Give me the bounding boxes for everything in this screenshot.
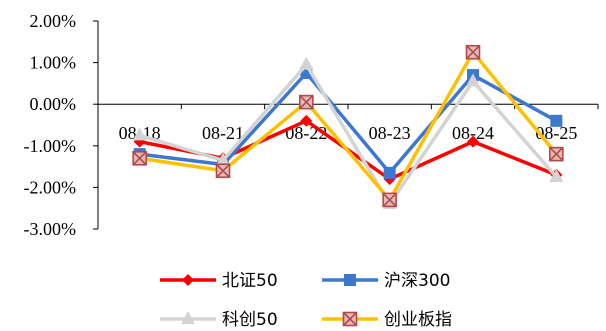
data-point xyxy=(300,114,313,127)
y-tick-label: 1.00% xyxy=(30,53,77,73)
series-4 xyxy=(132,44,564,208)
legend-marker xyxy=(342,311,358,327)
series-line xyxy=(139,62,558,206)
data-point xyxy=(132,150,147,166)
legend-label: 创业板指 xyxy=(384,310,452,330)
legend-marker xyxy=(182,274,194,286)
data-point xyxy=(299,94,314,110)
data-point xyxy=(382,192,397,208)
legend-item-2: 沪深300 xyxy=(322,271,450,291)
legend-marker xyxy=(181,311,195,324)
data-point xyxy=(215,163,231,179)
legend-label: 沪深300 xyxy=(384,271,450,291)
legend-item-3: 科创50 xyxy=(160,310,278,330)
data-point xyxy=(549,169,564,182)
data-point xyxy=(550,114,563,127)
series-line xyxy=(139,71,558,175)
x-tick-label: 08-24 xyxy=(452,123,494,143)
y-tick-label: -2.00% xyxy=(24,177,77,197)
legend-label: 科创50 xyxy=(222,310,278,330)
data-point xyxy=(132,127,147,141)
legend: 北证50 沪深300 科创50 创业板指 xyxy=(160,271,452,330)
data-point xyxy=(466,73,480,87)
x-tick-label: 08-23 xyxy=(369,123,411,143)
data-point xyxy=(465,44,481,60)
data-point xyxy=(383,166,396,179)
data-point xyxy=(467,135,479,148)
x-tick-label: 08-25 xyxy=(535,123,577,143)
data-point xyxy=(549,146,564,162)
y-tick-label: -3.00% xyxy=(24,219,77,239)
y-tick-label: 0.00% xyxy=(30,94,77,114)
x-tick-label: 08-21 xyxy=(202,123,244,143)
y-axis: 2.00% 1.00% 0.00% -1.00% -2.00% -3.00% xyxy=(24,11,99,239)
y-tick-label: 2.00% xyxy=(30,11,77,31)
legend-label: 北证50 xyxy=(222,271,278,291)
series-3 xyxy=(132,56,564,210)
y-tick-label: -1.00% xyxy=(24,136,77,156)
legend-item-4: 创业板指 xyxy=(322,310,452,330)
series-line xyxy=(139,50,558,202)
legend-item-1: 北证50 xyxy=(160,271,278,291)
legend-marker xyxy=(344,274,356,286)
series-lines xyxy=(132,44,564,210)
data-point xyxy=(216,152,230,166)
data-point xyxy=(299,56,314,70)
